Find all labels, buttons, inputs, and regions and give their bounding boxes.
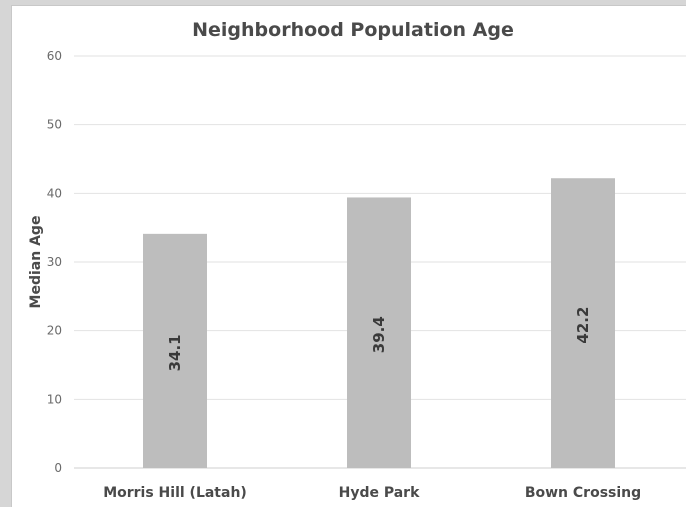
y-tick-label: 50 (47, 118, 62, 132)
x-axis-ticks: Morris Hill (Latah) Hyde Park Bown Crossin… (103, 485, 641, 501)
x-tick-label: Bown Crossing (525, 485, 641, 501)
bar (347, 197, 411, 468)
bars (143, 178, 615, 468)
bar (143, 233, 207, 468)
bar (551, 178, 615, 468)
y-tick-label: 30 (47, 255, 62, 269)
data-label: 39.4 (370, 316, 388, 353)
data-label: 42.2 (574, 307, 592, 344)
x-tick-label: Morris Hill (Latah) (103, 485, 247, 501)
data-label: 34.1 (166, 334, 184, 371)
y-tick-label: 40 (47, 186, 62, 200)
data-labels: 34.1 39.4 42.2 (166, 307, 592, 372)
y-tick-label: 10 (47, 392, 62, 406)
y-axis-label: Median Age (28, 216, 44, 309)
x-tick-label: Hyde Park (339, 485, 420, 501)
y-axis-ticks: 0 10 20 30 40 50 60 (47, 49, 62, 475)
chart-title: Neighborhood Population Age (192, 19, 514, 41)
y-tick-label: 60 (47, 49, 62, 63)
y-tick-label: 20 (47, 324, 62, 338)
y-tick-label: 0 (54, 461, 62, 475)
